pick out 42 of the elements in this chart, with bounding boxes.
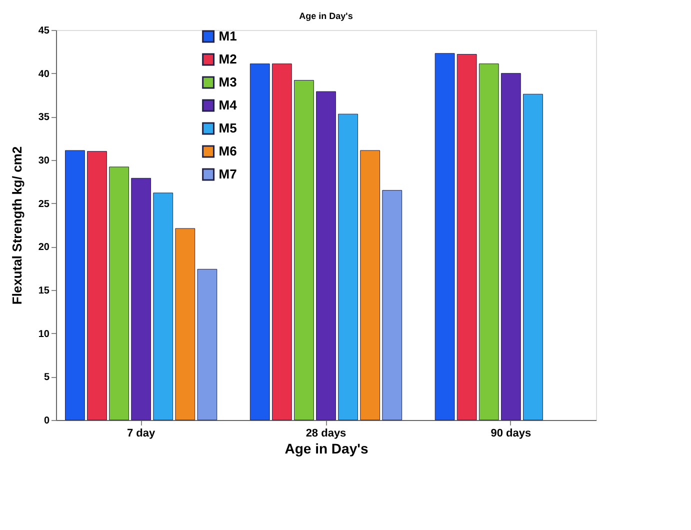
legend-label: M6 [218, 144, 237, 158]
y-tick-label: 30 [38, 156, 50, 166]
bar [316, 91, 336, 420]
x-tick-label: 28 days [306, 428, 346, 440]
bar [64, 150, 85, 420]
bar [434, 53, 455, 420]
legend-label: M3 [218, 74, 237, 90]
bar [338, 114, 358, 420]
bar [478, 64, 499, 420]
bar [500, 73, 521, 420]
bar [197, 268, 218, 420]
bar [87, 151, 107, 420]
bar [250, 64, 270, 420]
legend-label: M4 [218, 98, 238, 112]
y-tick-label: 40 [38, 68, 50, 80]
chart-title: Age in Day's [299, 11, 353, 21]
legend-label: M2 [218, 52, 237, 66]
legend-label: M1 [218, 28, 237, 44]
legend-label: M5 [218, 120, 237, 136]
bar [523, 94, 543, 420]
x-tick-label: 90 days [490, 428, 532, 440]
bar [456, 54, 477, 420]
bar [294, 80, 314, 420]
x-axis-title: Age in Day's [284, 440, 368, 456]
y-tick-label: 45 [38, 26, 50, 36]
bar [131, 178, 152, 420]
bar [382, 190, 402, 420]
y-tick-label: 25 [38, 198, 50, 210]
bar [109, 166, 129, 420]
legend-label: M7 [218, 166, 237, 182]
y-tick-label: 10 [38, 328, 50, 340]
x-tick-label: 7 day [127, 428, 156, 440]
y-tick-label: 20 [38, 242, 50, 254]
bar [153, 192, 174, 420]
bar [175, 228, 196, 420]
bar [272, 64, 292, 420]
y-axis-title: Flexutal Strength kg/ cm2 [9, 146, 24, 305]
y-tick-label: 0 [44, 416, 50, 426]
y-tick-label: 15 [38, 286, 50, 296]
bar [360, 150, 380, 420]
y-tick-label: 35 [38, 112, 50, 124]
y-tick-label: 5 [44, 372, 50, 384]
